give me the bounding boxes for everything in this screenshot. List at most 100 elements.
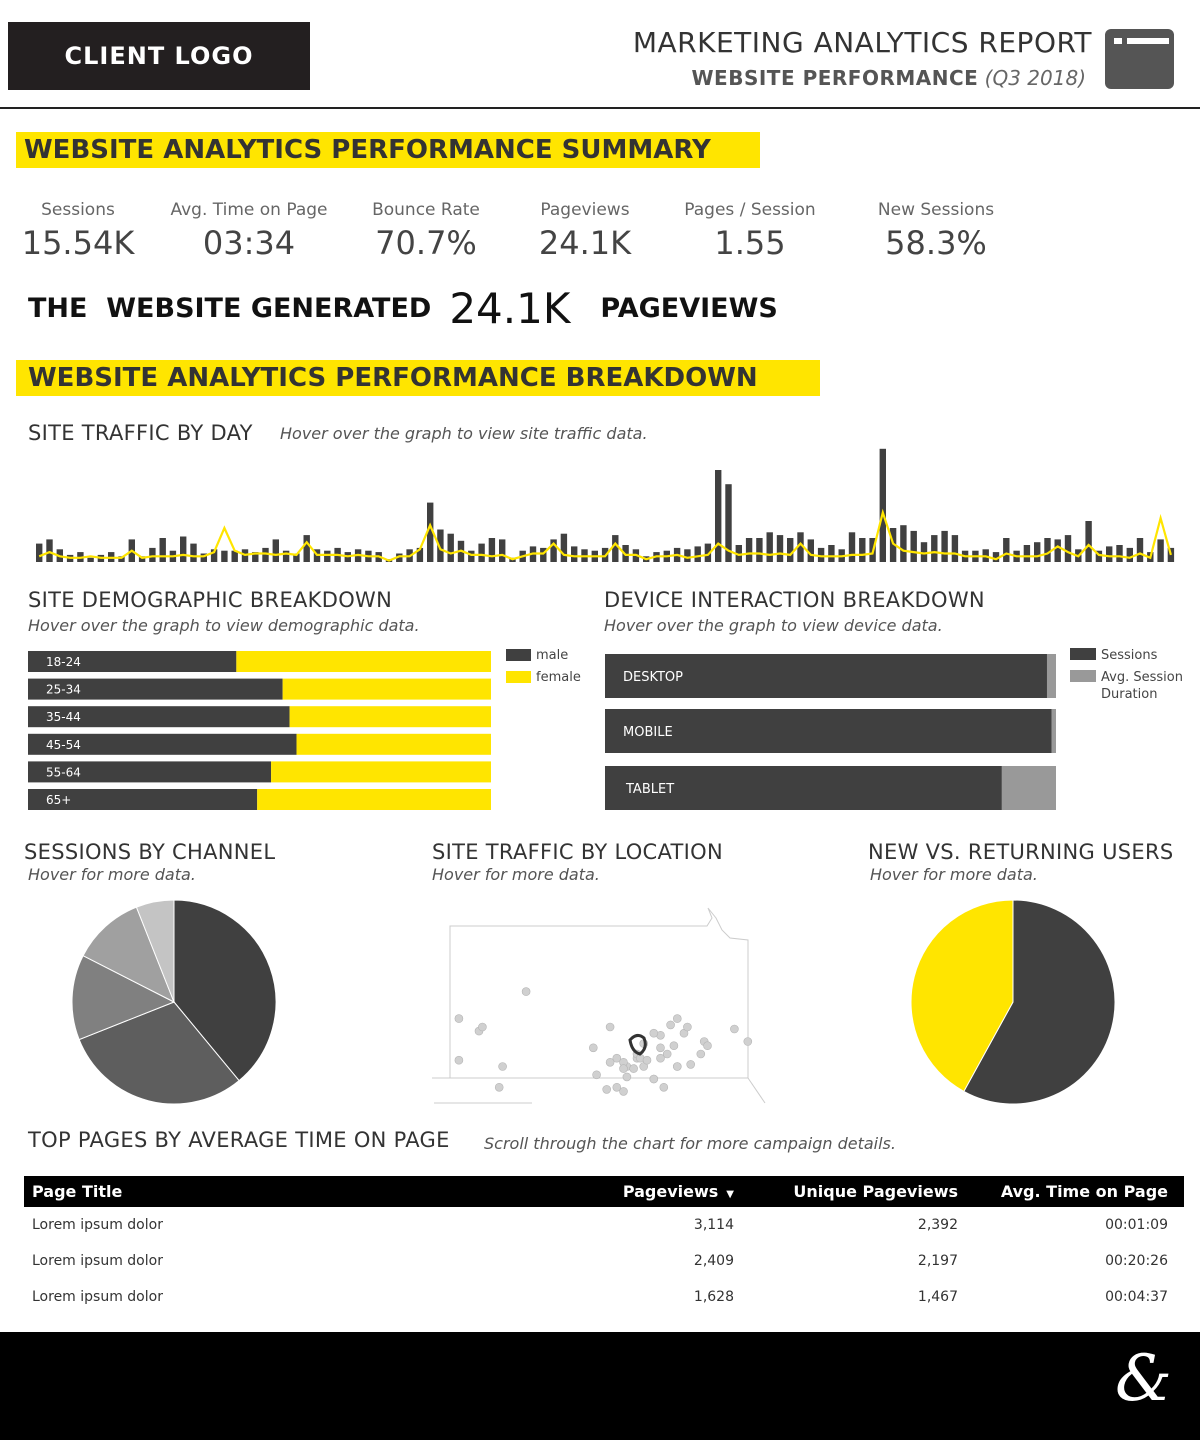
- location-point: [673, 1014, 682, 1023]
- kpi-bounce-rate[interactable]: Bounce Rate 70.7%: [341, 200, 511, 262]
- demographic-bar-female: [289, 706, 491, 728]
- traffic-bar: [221, 550, 228, 562]
- traffic-bar: [303, 535, 310, 562]
- channel-title: SESSIONS BY CHANNEL: [24, 840, 276, 864]
- demographic-age-label: 45-54: [46, 738, 81, 752]
- kpi-label: Pageviews: [540, 200, 630, 220]
- location-point: [592, 1070, 601, 1080]
- new-returning-slice: [963, 899, 1116, 1105]
- col-page-title[interactable]: Page Title: [32, 1182, 123, 1201]
- new-vs-returning-pie[interactable]: [903, 892, 1123, 1112]
- traffic-bar: [416, 547, 424, 562]
- kpi-value: 1.55: [714, 224, 786, 262]
- legend-swatch: [1070, 648, 1096, 660]
- kpi-pages-per-session[interactable]: Pages / Session 1.55: [665, 200, 835, 262]
- cell-page-title: Lorem ipsum dolor: [32, 1253, 163, 1269]
- traffic-bar: [1064, 535, 1072, 562]
- new-returning-hint: Hover for more data.: [870, 865, 1038, 884]
- traffic-bar: [735, 545, 742, 562]
- demographic-chart[interactable]: 18-24 25-34 35-44 45-54 55-64 65+ male female: [20, 645, 590, 817]
- traffic-bar: [1157, 539, 1164, 562]
- demographic-bar-female: [257, 789, 491, 810]
- kpi-label: Sessions: [41, 200, 115, 220]
- cell-pageviews: 3,114: [693, 1217, 734, 1233]
- location-point: [498, 1062, 507, 1071]
- traffic-bar: [200, 553, 207, 562]
- location-point: [521, 987, 531, 996]
- traffic-bar: [180, 536, 187, 562]
- legend-label: Sessions: [1101, 648, 1158, 663]
- traffic-bar: [159, 538, 166, 562]
- kpi-sessions[interactable]: Sessions 15.54K: [0, 200, 163, 262]
- header-divider: [0, 107, 1200, 109]
- traffic-bar: [1003, 538, 1010, 562]
- traffic-bar: [879, 448, 886, 562]
- device-label: DESKTOP: [623, 670, 683, 685]
- location-point: [656, 1043, 665, 1053]
- table-row[interactable]: Lorem ipsum dolor 1,628 1,467 00:04:37: [24, 1279, 1184, 1315]
- traffic-bar: [817, 547, 825, 562]
- legend-swatch: [506, 649, 531, 661]
- col-unique-pageviews[interactable]: Unique Pageviews: [793, 1182, 958, 1201]
- col-avg-time-on-page[interactable]: Avg. Time on Page: [1000, 1182, 1168, 1201]
- table-row[interactable]: Lorem ipsum dolor 2,409 2,197 00:20:26: [24, 1243, 1184, 1279]
- location-map[interactable]: [432, 898, 768, 1106]
- traffic-bar: [1136, 538, 1144, 562]
- cell-avg-time: 00:20:26: [1105, 1253, 1168, 1269]
- headline-value: 24.1K: [449, 283, 571, 333]
- traffic-bar: [807, 539, 814, 562]
- state-outline: [449, 907, 749, 1079]
- sort-down-icon[interactable]: ▼: [726, 1189, 734, 1200]
- traffic-bar: [694, 546, 701, 562]
- col-pageviews[interactable]: Pageviews ▼: [584, 1182, 734, 1201]
- location-point: [619, 1064, 628, 1073]
- kpi-new-sessions[interactable]: New Sessions 58.3%: [851, 200, 1021, 262]
- report-subtitle: WEBSITE PERFORMANCE (Q3 2018): [691, 66, 1086, 90]
- device-chart[interactable]: DESKTOP MOBILE TABLET Sessions Avg. Session D…: [600, 645, 1195, 817]
- cell-page-title: Lorem ipsum dolor: [32, 1289, 163, 1305]
- demographic-bar-female: [271, 761, 491, 783]
- kpi-pageviews[interactable]: Pageviews 24.1K: [500, 200, 670, 262]
- location-point: [662, 1049, 672, 1059]
- traffic-bar: [756, 538, 763, 562]
- device-label: TABLET: [625, 782, 674, 797]
- traffic-bar: [282, 550, 290, 562]
- channel-slice: [82, 906, 175, 1004]
- demographic-bar-male: [28, 789, 258, 810]
- location-point: [602, 1085, 611, 1094]
- report-title: MARKETING ANALYTICS REPORT: [632, 26, 1092, 59]
- demographic-age-label: 35-44: [46, 710, 81, 724]
- location-point: [673, 1062, 682, 1071]
- kpi-avg-time-on-page[interactable]: Avg. Time on Page 03:34: [164, 200, 334, 262]
- location-point: [605, 1022, 615, 1032]
- footer: &: [0, 1332, 1200, 1440]
- device-title: DEVICE INTERACTION BREAKDOWN: [604, 588, 985, 612]
- cell-avg-time: 00:04:37: [1105, 1289, 1168, 1305]
- kpi-value: 70.7%: [375, 224, 477, 262]
- location-point: [666, 1020, 675, 1030]
- table-row[interactable]: Lorem ipsum dolor 3,114 2,392 00:01:09: [24, 1207, 1184, 1243]
- legend-label: male: [536, 648, 568, 663]
- demographic-age-label: 65+: [46, 793, 71, 807]
- sessions-by-channel-pie[interactable]: [64, 892, 284, 1112]
- cell-unique-pageviews: 2,392: [917, 1217, 958, 1233]
- demographic-age-label: 55-64: [46, 765, 81, 779]
- location-point: [659, 1083, 669, 1092]
- top-pages-hint: Scroll through the chart for more campai…: [484, 1134, 896, 1153]
- traffic-by-day-chart[interactable]: [30, 440, 1180, 566]
- traffic-bar: [828, 545, 835, 562]
- ampersand-logo: &: [1115, 1342, 1172, 1416]
- traffic-bar: [1023, 545, 1031, 562]
- traffic-bar: [427, 502, 434, 562]
- location-point: [454, 1055, 464, 1065]
- device-bar-sessions: [605, 709, 1052, 753]
- headline-suffix: PAGEVIEWS: [600, 292, 778, 324]
- top-pages-table[interactable]: Page Title Pageviews ▼ Unique Pageviews A…: [24, 1176, 1184, 1315]
- location-point: [696, 1049, 706, 1059]
- summary-banner: WEBSITE ANALYTICS PERFORMANCE SUMMARY: [16, 132, 760, 168]
- cell-unique-pageviews: 2,197: [917, 1253, 958, 1269]
- traffic-bar: [848, 532, 856, 562]
- demographic-age-label: 25-34: [46, 683, 81, 697]
- device-bar-sessions: [605, 766, 1002, 810]
- client-logo: CLIENT LOGO: [8, 22, 310, 90]
